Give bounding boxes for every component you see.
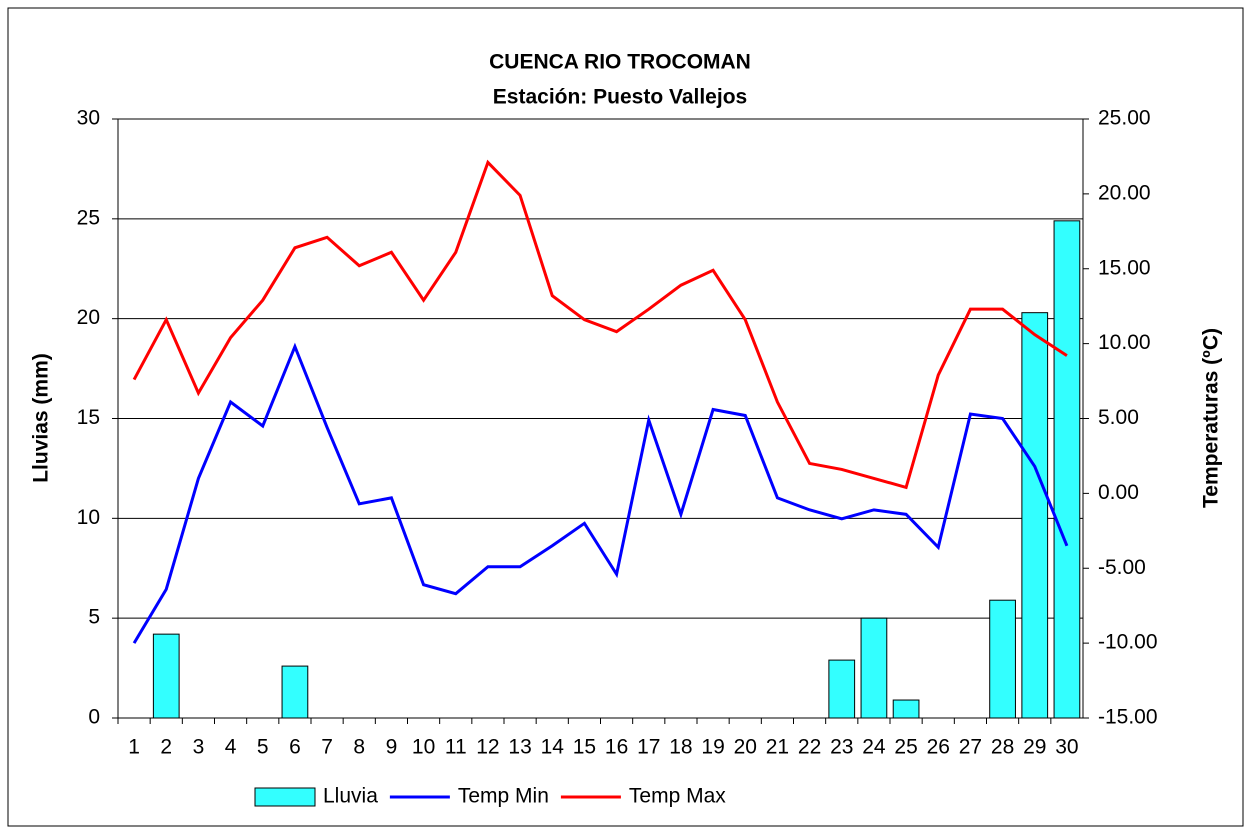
x-tick-label: 16 [605, 736, 628, 759]
y2-tick-label: 15.00 [1098, 256, 1151, 279]
y-tick-label: 5 [88, 606, 100, 629]
bar [1053, 220, 1081, 719]
y2-tick-label: -5.00 [1098, 556, 1146, 579]
x-tick-label: 2 [160, 736, 172, 759]
bar [1021, 312, 1049, 719]
y-tick-label: 10 [77, 506, 100, 529]
y-axis-title: Lluvias (mm) [30, 353, 53, 483]
line [132, 159, 1068, 490]
x-tick-label: 15 [573, 736, 596, 759]
y2-tick-label: -15.00 [1098, 706, 1158, 729]
x-tick-label: 7 [321, 736, 333, 759]
y-tick-label: 30 [77, 107, 100, 130]
legend-label: Temp Max [629, 785, 726, 808]
bar [152, 633, 180, 719]
x-tick-label: 11 [445, 736, 467, 759]
y2-tick-label: 5.00 [1098, 406, 1139, 429]
x-tick-label: 8 [353, 736, 365, 759]
x-tick-label: 3 [193, 736, 205, 759]
bar [828, 659, 856, 719]
x-tick-label: 24 [862, 736, 886, 759]
x-tick-label: 14 [541, 736, 565, 759]
y2-tick-label: 25.00 [1098, 107, 1151, 130]
bar [989, 599, 1016, 719]
x-tick-label: 4 [225, 736, 237, 759]
chart-subtitle: Estación: Puesto Vallejos [493, 86, 747, 109]
x-tick-label: 30 [1055, 736, 1078, 759]
x-tick-label: 1 [128, 736, 140, 759]
line [132, 342, 1069, 644]
x-tick-label: 13 [508, 736, 531, 759]
bar [892, 699, 920, 719]
y-tick-label: 25 [77, 206, 100, 229]
bar [860, 617, 888, 719]
bar [281, 665, 309, 719]
x-tick-label: 20 [734, 736, 757, 759]
x-tick-label: 19 [701, 736, 724, 759]
x-tick-label: 26 [927, 736, 950, 759]
x-tick-label: 28 [991, 736, 1014, 759]
x-tick-label: 25 [894, 736, 917, 759]
x-tick-label: 10 [412, 736, 435, 759]
y2-axis-title: Temperaturas (ºC) [1200, 328, 1223, 508]
x-tick-label: 17 [637, 736, 660, 759]
x-tick-label: 5 [257, 736, 269, 759]
x-tick-label: 18 [669, 736, 692, 759]
x-tick-label: 21 [766, 736, 789, 759]
y2-tick-label: 10.00 [1098, 331, 1151, 354]
x-tick-label: 9 [386, 736, 398, 759]
x-tick-label: 22 [798, 736, 821, 759]
x-tick-label: 6 [289, 736, 301, 759]
y-tick-label: 15 [77, 406, 100, 429]
chart-title: CUENCA RIO TROCOMAN [489, 51, 751, 74]
x-tick-label: 12 [476, 736, 499, 759]
y-tick-label: 20 [77, 306, 100, 329]
x-tick-label: 29 [1023, 736, 1046, 759]
legend-swatch [254, 787, 316, 807]
legend-label: Temp Min [458, 785, 549, 808]
legend-label: Lluvia [323, 785, 378, 808]
x-tick-label: 23 [830, 736, 853, 759]
y2-tick-label: 0.00 [1098, 481, 1139, 504]
x-tick-label: 27 [959, 736, 982, 759]
y2-tick-label: -10.00 [1098, 631, 1158, 654]
y2-tick-label: 20.00 [1098, 181, 1151, 204]
y-tick-label: 0 [88, 706, 100, 729]
